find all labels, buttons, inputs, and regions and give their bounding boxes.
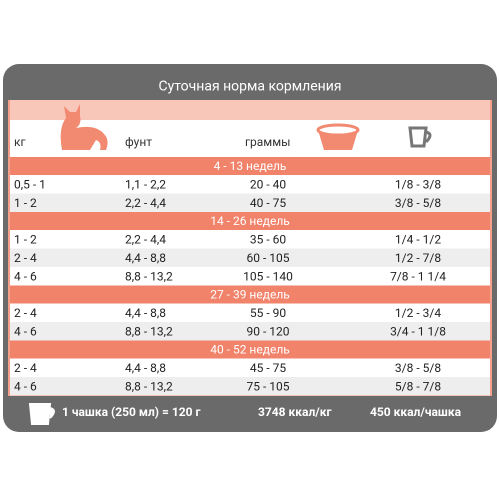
bowl-rim xyxy=(316,123,360,137)
row-band xyxy=(10,303,490,322)
cell: 2,2 - 4,4 xyxy=(125,232,166,246)
footer-band xyxy=(10,397,490,428)
section-label: 14 - 26 недель xyxy=(210,214,290,228)
header-grams: граммы xyxy=(245,135,290,149)
row-band xyxy=(10,267,490,286)
row-band xyxy=(10,377,490,396)
cell: 2 - 4 xyxy=(14,306,37,320)
section-band xyxy=(10,212,490,230)
cell: 1/2 - 3/4 xyxy=(395,306,441,320)
cell: 0,5 - 1 xyxy=(14,177,46,191)
cup-icon xyxy=(408,126,432,148)
cell: 90 - 120 xyxy=(247,324,290,338)
section-label: 40 - 52 недель xyxy=(210,343,290,357)
row-band xyxy=(10,175,490,194)
cell: 8,8 - 13,2 xyxy=(125,379,173,393)
cell: 55 - 90 xyxy=(250,306,287,320)
table-title: Суточная норма кормления xyxy=(158,79,341,95)
row-band xyxy=(10,322,490,341)
cell: 2 - 4 xyxy=(14,361,37,375)
section-band xyxy=(10,157,490,175)
section-label: 4 - 13 недель xyxy=(214,159,287,173)
footer-kcal-kg: 3748 ккал/кг xyxy=(258,405,332,419)
cell: 3/8 - 5/8 xyxy=(395,361,441,375)
cell: 2,2 - 4,4 xyxy=(125,196,166,210)
cell: 40 - 75 xyxy=(250,196,287,210)
cell: 1,1 - 2,2 xyxy=(125,177,166,191)
cell: 4 - 6 xyxy=(14,324,37,338)
cell: 4,4 - 8,8 xyxy=(125,251,166,265)
cell: 3/4 - 1 1/8 xyxy=(390,324,446,338)
cell: 1/4 - 1/2 xyxy=(395,232,441,246)
cell: 2 - 4 xyxy=(14,251,37,265)
cell: 5/8 - 7/8 xyxy=(395,379,441,393)
header-band xyxy=(10,100,490,120)
row-band xyxy=(10,193,490,212)
cat-icon xyxy=(60,104,108,150)
cell: 8,8 - 13,2 xyxy=(125,324,173,338)
cell: 1 - 2 xyxy=(14,232,37,246)
section-band xyxy=(10,285,490,304)
row-band xyxy=(10,248,490,267)
cell: 45 - 75 xyxy=(250,361,287,375)
cell: 4 - 6 xyxy=(14,379,37,393)
cell: 8,8 - 13,2 xyxy=(125,269,173,283)
cell: 4 - 6 xyxy=(14,269,37,283)
cell: 1/2 - 7/8 xyxy=(395,251,441,265)
footer-cup: 1 чашка (250 мл) = 120 г xyxy=(62,405,201,419)
cell: 105 - 140 xyxy=(243,269,293,283)
row-band xyxy=(10,358,490,377)
cell: 7/8 - 1 1/4 xyxy=(390,269,446,283)
cell: 4,4 - 8,8 xyxy=(125,306,166,320)
cell: 4,4 - 8,8 xyxy=(125,361,166,375)
cell: 1 - 2 xyxy=(14,196,37,210)
section-band xyxy=(10,340,490,359)
footer-kcal-cup: 450 ккал/чашка xyxy=(370,405,462,419)
cell: 35 - 60 xyxy=(250,232,287,246)
footer-cup-icon xyxy=(28,403,55,425)
cell: 3/8 - 5/8 xyxy=(395,196,441,210)
cell: 60 - 105 xyxy=(247,251,290,265)
cell: 75 - 105 xyxy=(247,379,290,393)
cell: 20 - 40 xyxy=(250,177,287,191)
cell: 1/8 - 3/8 xyxy=(395,177,441,191)
row-band xyxy=(10,230,490,249)
header-lb: фунт xyxy=(125,135,152,149)
section-label: 27 - 39 недель xyxy=(210,288,290,302)
header-kg: кг xyxy=(14,135,26,149)
